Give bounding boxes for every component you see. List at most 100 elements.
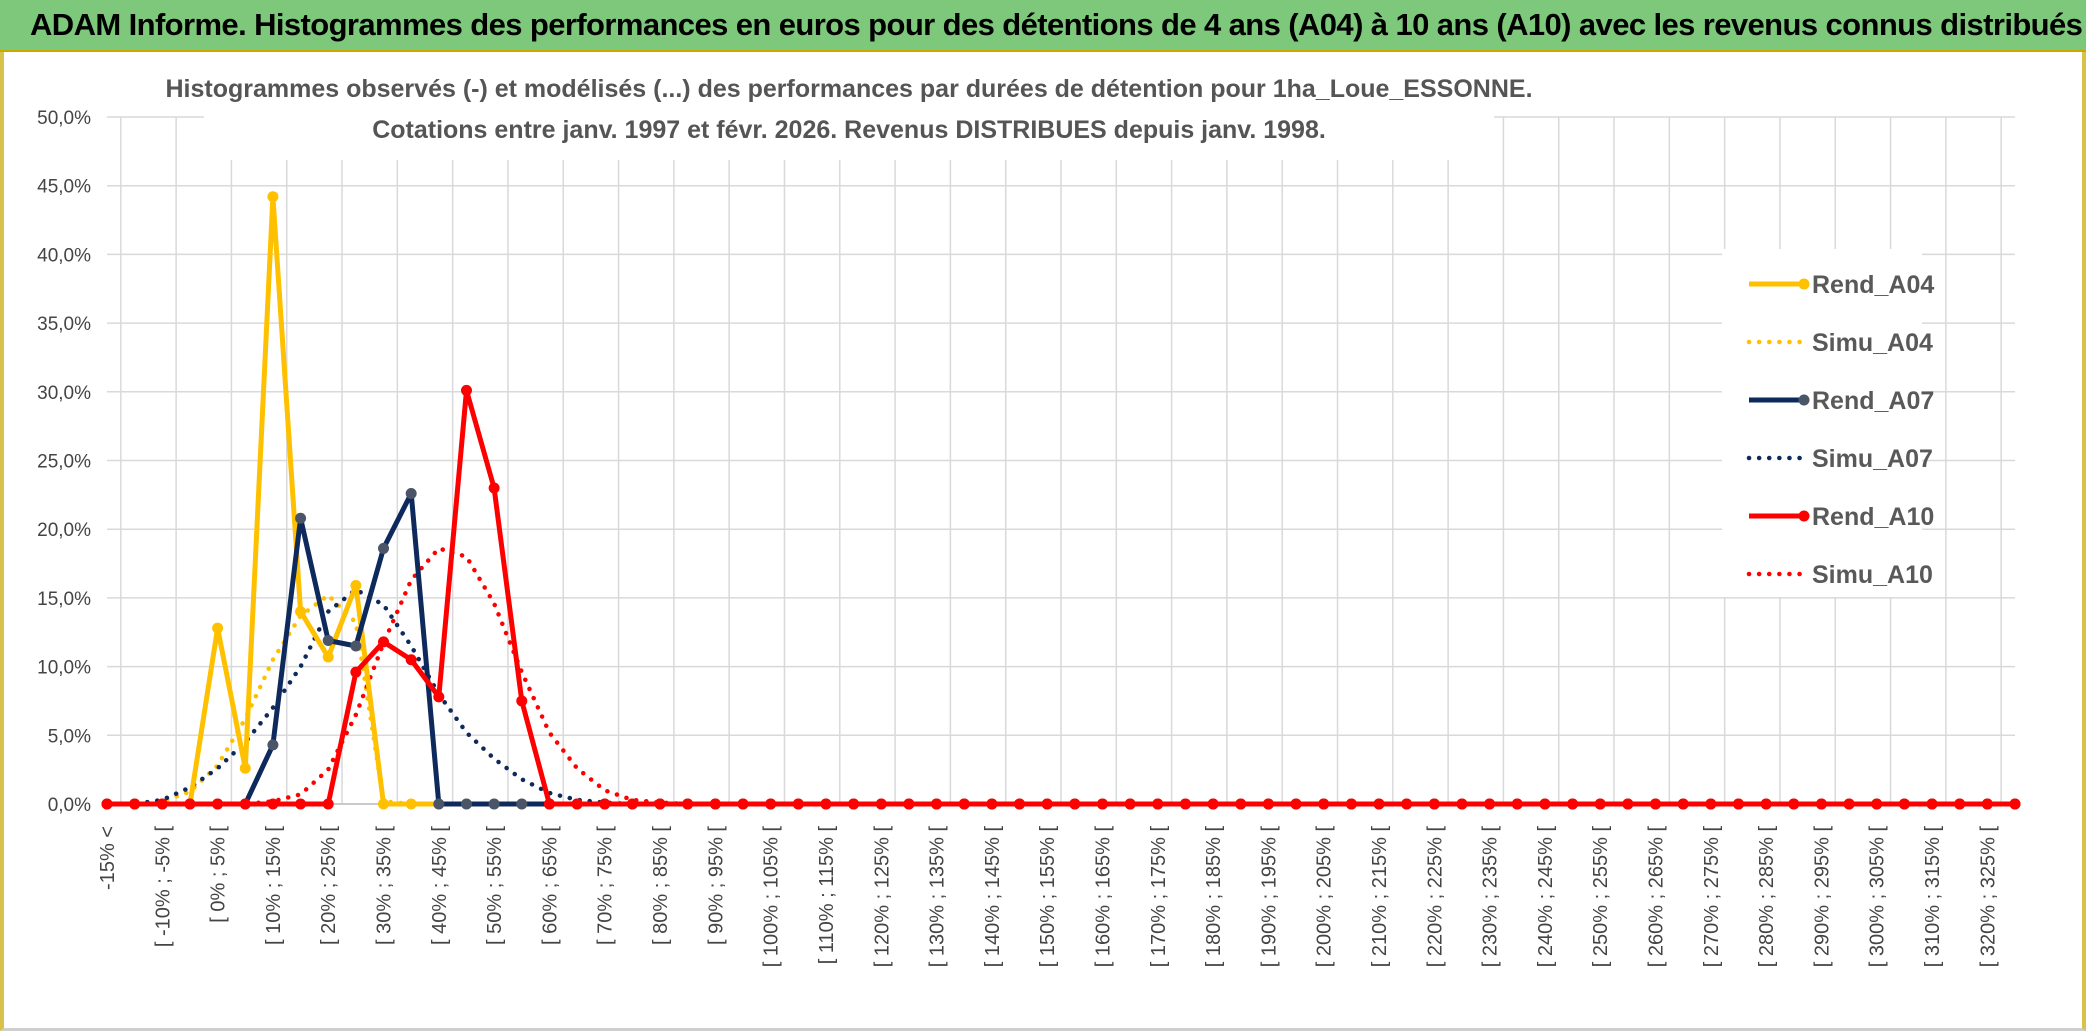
x-tick-label: [ 0% ; 5% [ [208,826,230,923]
series-point-rend_a10 [1511,798,1523,810]
x-tick-label: [ 130% ; 135% [ [927,826,949,968]
x-tick-label: [ 160% ; 165% [ [1092,826,1114,968]
series-point-rend_a10 [875,798,887,810]
series-point-rend_a10 [1539,798,1551,810]
legend-label-simu_a04: Simu_A04 [1812,329,1933,357]
series-point-rend_a10 [543,798,555,810]
series-point-rend_a10 [378,636,390,648]
series-point-rend_a07 [322,634,334,646]
y-tick-label: 0,0% [48,795,91,816]
legend-label-simu_a10: Simu_A10 [1812,561,1933,589]
x-tick-label: [ 260% ; 265% [ [1646,826,1668,968]
series-point-rend_a10 [129,798,141,810]
series-point-rend_a10 [709,798,721,810]
series-point-rend_a10 [1815,798,1827,810]
x-axis: -15% < [ -10% ; -5% [[ 0% ; 5% [[ 10% ; 1… [97,826,1999,968]
series-point-rend_a10 [212,798,224,810]
x-tick-label: [ 220% ; 225% [ [1424,826,1446,968]
x-tick-label: [ 40% ; 45% [ [429,826,451,945]
series-point-rend_a10 [1345,798,1357,810]
series-point-rend_a07 [460,798,472,810]
series-point-rend_a10 [682,798,694,810]
series-point-rend_a10 [792,798,804,810]
x-tick-label: [ 140% ; 145% [ [982,826,1004,968]
series-point-rend_a04 [378,798,390,810]
y-tick-label: 20,0% [37,520,91,541]
legend: Rend_A04 Simu_A04 Rend_A07 Simu_A07 Rend_A10… [1722,249,1934,597]
series-point-rend_a10 [295,798,307,810]
series-point-rend_a10 [599,798,611,810]
series-point-rend_a10 [820,798,832,810]
legend-marker [1798,278,1810,290]
legend-background [1722,249,1922,597]
series-point-rend_a10 [488,482,500,494]
series-point-rend_a07 [267,739,279,751]
series-point-rend_a10 [848,798,860,810]
series-point-rend_a10 [626,798,638,810]
chart: 0,0% 5,0% 10,0% 15,0% 20,0% 25,0% 30,0% 35,0% 40… [37,56,2021,968]
y-tick-label: 10,0% [37,658,91,679]
series-point-rend_a10 [1898,798,1910,810]
series-point-rend_a10 [986,798,998,810]
series-point-rend_a10 [1871,798,1883,810]
title-background [204,56,1494,160]
legend-label-rend_a04: Rend_A04 [1812,271,1934,299]
x-tick-label: [ 210% ; 215% [ [1369,826,1391,968]
x-tick-label: [ 270% ; 275% [ [1701,826,1723,968]
x-tick-label: [ 70% ; 75% [ [595,826,617,945]
series-point-rend_a10 [1981,798,1993,810]
x-tick-label: [ 180% ; 185% [ [1203,826,1225,968]
y-axis: 0,0% 5,0% 10,0% 15,0% 20,0% 25,0% 30,0% 35,0% 40… [37,108,91,816]
series-point-rend_a10 [1318,798,1330,810]
series-point-rend_a10 [1235,798,1247,810]
series-point-rend_a10 [1843,798,1855,810]
series-point-rend_a10 [1207,798,1219,810]
series-point-rend_a10 [516,695,528,707]
series-point-rend_a10 [1401,798,1413,810]
x-tick-label: [ 170% ; 175% [ [1148,826,1170,968]
series-point-rend_a07 [405,487,417,499]
y-tick-label: 40,0% [37,245,91,266]
title-block: Histogrammes observés (-) et modélisés (… [165,56,1533,160]
series-point-rend_a10 [2009,798,2021,810]
x-tick-label: [ 150% ; 155% [ [1037,826,1059,968]
series-point-rend_a10 [184,798,196,810]
series-point-rend_a10 [654,798,666,810]
x-tick-label: [ 200% ; 205% [ [1314,826,1336,968]
series-point-rend_a04 [239,762,251,774]
series-point-rend_a10 [267,798,279,810]
series-point-rend_a10 [1677,798,1689,810]
series-point-rend_a10 [765,798,777,810]
series-point-rend_a10 [1456,798,1468,810]
series-point-rend_a07 [350,640,362,652]
series-point-rend_a10 [931,798,943,810]
x-tick-label: [ -10% ; -5% [ [152,826,174,948]
x-tick-label: [ 230% ; 235% [ [1480,826,1502,968]
header-title: ADAM Informe. Histogrammes des performan… [30,7,2083,42]
series-point-rend_a10 [1705,798,1717,810]
header-bar: ADAM Informe. Histogrammes des performan… [0,0,2086,52]
series-point-rend_a10 [1179,798,1191,810]
y-tick-label: 25,0% [37,452,91,473]
legend-marker [1798,394,1810,406]
legend-label-rend_a07: Rend_A07 [1812,387,1934,415]
series-point-rend_a04 [295,606,307,618]
x-tick-label: [ 100% ; 105% [ [761,826,783,968]
series-point-rend_a10 [1069,798,1081,810]
x-tick-label: [ 10% ; 15% [ [263,826,285,945]
series-point-rend_a07 [516,798,528,810]
chart-title: Histogrammes observés (-) et modélisés (… [165,75,1532,103]
series-line-rend_a10 [107,387,2015,807]
legend-marker [1798,510,1810,522]
series-point-rend_a10 [1096,798,1108,810]
series-point-rend_a10 [1926,798,1938,810]
x-tick-label: [ 90% ; 95% [ [705,826,727,945]
legend-label-rend_a10: Rend_A10 [1812,503,1934,531]
x-tick-label: [ 240% ; 245% [ [1535,826,1557,968]
series-point-rend_a10 [958,798,970,810]
x-tick-label: [ 320% ; 325% [ [1977,826,1999,968]
legend-label-simu_a07: Simu_A07 [1812,445,1933,473]
series-point-rend_a10 [1152,798,1164,810]
chart-subtitle: Cotations entre janv. 1997 et févr. 2026… [372,116,1326,144]
series-point-rend_a10 [903,798,915,810]
